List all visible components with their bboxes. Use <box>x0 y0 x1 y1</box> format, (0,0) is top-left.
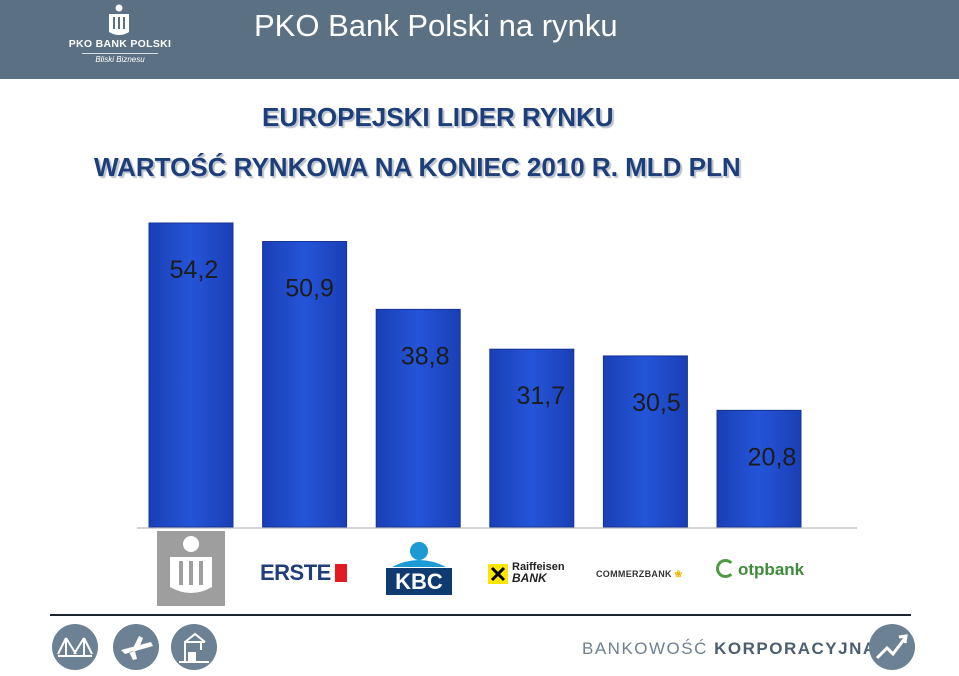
pko-logo: PKO BANK POLSKI Bliski Biznesu <box>52 4 188 72</box>
raiffeisen-logo-subtext: BANK <box>512 571 547 585</box>
erste-logo: ERSTE <box>260 560 347 586</box>
otp-ring-icon <box>716 559 735 578</box>
bar-1 <box>148 222 234 528</box>
erste-logo-text: ERSTE <box>260 560 331 585</box>
bar-4 <box>489 348 575 528</box>
chart-bars <box>148 222 802 528</box>
kbc-logo: KBC <box>386 541 452 597</box>
bar-value-label-6: 20,8 <box>748 443 797 471</box>
bar-value-label-1: 54,2 <box>170 256 219 284</box>
logo-tagline: Bliski Biznesu <box>95 55 145 64</box>
page-title: PKO Bank Polski na rynku <box>254 8 618 43</box>
logo-divider <box>82 53 158 54</box>
otp-logo-text: otpbank <box>738 560 805 579</box>
airplane-icon <box>113 624 159 670</box>
chart-title: WARTOŚĆ RYNKOWA NA KONIEC 2010 R. MLD PL… <box>94 152 741 182</box>
bar-5 <box>602 355 688 528</box>
logo-name: PKO BANK POLSKI <box>68 38 172 50</box>
raiffeisen-logo: Raiffeisen BANK <box>488 560 572 590</box>
footer-divider <box>50 614 911 616</box>
pko-logo-tile <box>157 531 225 606</box>
raiffeisen-gable-icon <box>488 564 508 584</box>
port-crane-icon <box>171 624 217 670</box>
bar-value-label-4: 31,7 <box>516 382 565 410</box>
chart-value-labels: 54,2 50,9 38,8 31,7 30,5 20,8 <box>170 256 797 471</box>
pko-emblem-icon <box>109 4 129 35</box>
kbc-mark-icon <box>392 542 446 567</box>
footer-brand: BANKOWOŚĆ KORPORACYJNA <box>582 639 877 659</box>
bridge-icon <box>52 624 98 670</box>
kbc-logo-text: KBC <box>386 568 452 595</box>
erste-s-icon <box>334 564 347 582</box>
otp-logo: otpbank <box>716 559 804 580</box>
bar-6 <box>716 409 802 528</box>
footer-brand-light: BANKOWOŚĆ <box>582 639 708 658</box>
commerzbank-ribbon-icon: ❀ <box>674 569 683 579</box>
bar-value-label-5: 30,5 <box>632 389 681 417</box>
footer-brand-strong: KORPORACYJNA <box>714 639 877 658</box>
commerzbank-logo: COMMERZBANK ❀ <box>596 569 682 580</box>
commerzbank-logo-text: COMMERZBANK <box>596 569 672 579</box>
bar-3 <box>375 308 461 528</box>
header-bar: PKO BANK POLSKI Bliski Biznesu PKO Bank … <box>0 0 959 79</box>
bar-2 <box>262 241 348 528</box>
growth-arrow-icon <box>869 624 915 670</box>
bar-value-label-2: 50,9 <box>285 275 334 303</box>
subtitle-leader: EUROPEJSKI LIDER RYNKU <box>262 102 614 132</box>
bar-value-label-3: 38,8 <box>401 342 450 370</box>
raiffeisen-logo-text: Raiffeisen <box>512 561 565 573</box>
pko-emblem-icon <box>170 536 212 593</box>
